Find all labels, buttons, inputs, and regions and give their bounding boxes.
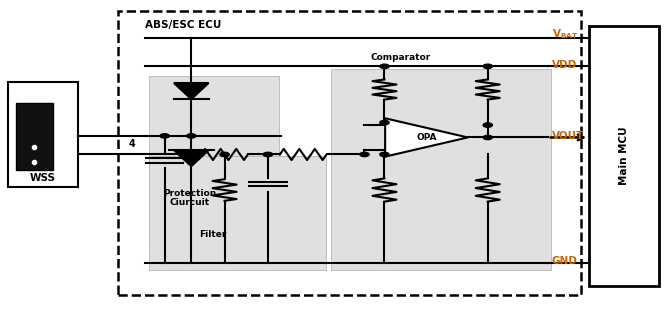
FancyBboxPatch shape — [16, 104, 53, 170]
Circle shape — [160, 134, 169, 138]
Circle shape — [380, 120, 389, 125]
Circle shape — [360, 152, 369, 157]
Circle shape — [263, 152, 272, 157]
Text: OPA: OPA — [416, 133, 437, 142]
Circle shape — [483, 123, 492, 127]
Text: VDD: VDD — [552, 60, 577, 70]
Circle shape — [483, 135, 492, 139]
FancyBboxPatch shape — [149, 156, 326, 271]
Polygon shape — [174, 83, 209, 99]
Text: WSS: WSS — [29, 173, 56, 183]
Text: Main MCU: Main MCU — [619, 127, 629, 185]
Text: V$_{\mathregular{BAT}}$: V$_{\mathregular{BAT}}$ — [552, 27, 578, 41]
Circle shape — [483, 64, 492, 69]
FancyBboxPatch shape — [589, 26, 659, 286]
Circle shape — [187, 134, 196, 138]
Text: VOUT: VOUT — [552, 131, 584, 141]
Text: Ciurcuit: Ciurcuit — [169, 198, 209, 207]
Circle shape — [220, 152, 229, 157]
Polygon shape — [174, 150, 209, 166]
Text: 4: 4 — [128, 139, 135, 149]
Text: ABS/ESC ECU: ABS/ESC ECU — [145, 20, 221, 30]
FancyBboxPatch shape — [331, 69, 551, 271]
Text: Protection: Protection — [163, 189, 216, 197]
Text: Comparator: Comparator — [371, 52, 432, 61]
FancyBboxPatch shape — [8, 82, 78, 187]
Text: Filter: Filter — [199, 230, 227, 239]
FancyBboxPatch shape — [149, 76, 279, 243]
Text: GND: GND — [552, 256, 577, 266]
Circle shape — [380, 64, 389, 69]
Polygon shape — [385, 118, 468, 157]
Circle shape — [380, 152, 389, 157]
